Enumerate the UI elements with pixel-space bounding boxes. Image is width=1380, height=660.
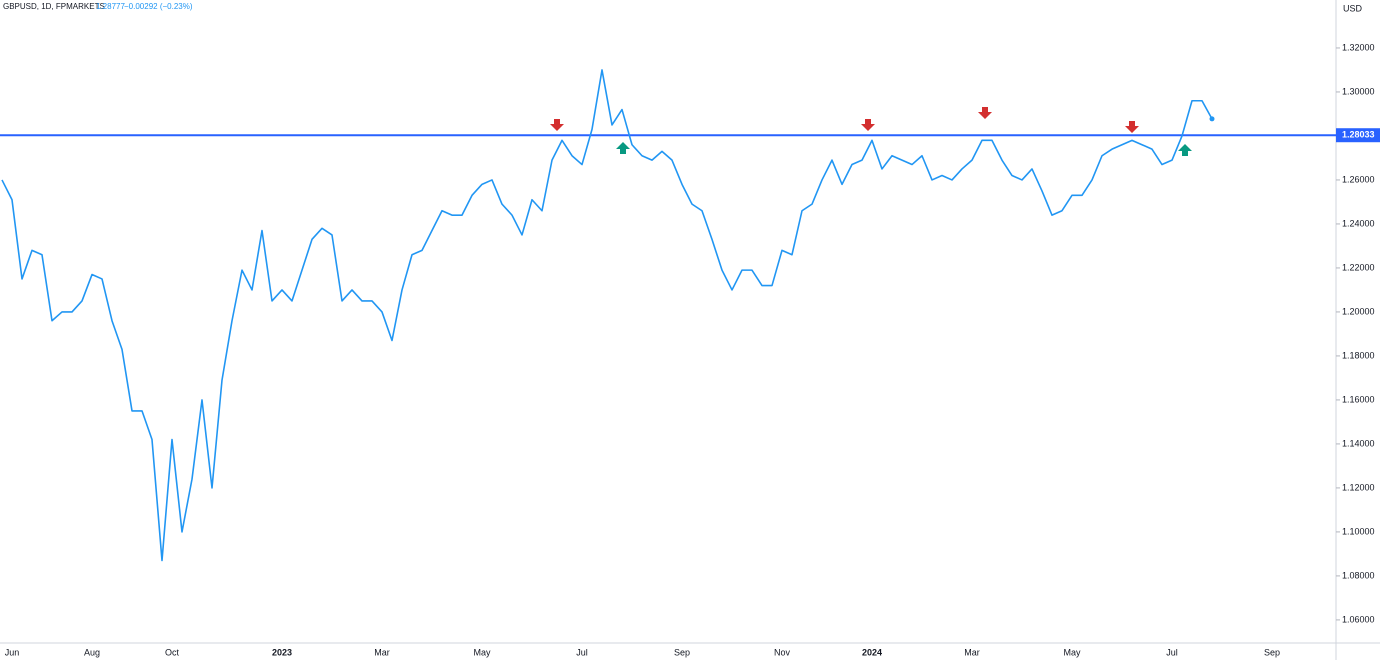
- y-tick-label: 1.14000: [1342, 438, 1375, 448]
- down-arrow: [550, 119, 564, 131]
- y-tick-label: 1.20000: [1342, 306, 1375, 316]
- up-arrow: [616, 142, 630, 154]
- down-arrow: [861, 119, 875, 131]
- last-point: [1209, 116, 1215, 122]
- y-tick-label: 1.08000: [1342, 570, 1375, 580]
- price-line: [1, 69, 1213, 562]
- y-tick-label: 1.24000: [1342, 218, 1375, 228]
- symbol-title: GBPUSD, 1D, FPMARKETS: [3, 2, 105, 11]
- x-tick-label: Nov: [774, 647, 791, 657]
- y-tick-label: 1.18000: [1342, 350, 1375, 360]
- x-tick-label: Mar: [964, 647, 980, 657]
- x-tick-label: Sep: [1264, 647, 1280, 657]
- arrows: [550, 107, 1192, 156]
- y-tick-label: 1.12000: [1342, 482, 1375, 492]
- level-label-box: [1336, 128, 1380, 143]
- x-tick-label: May: [1063, 647, 1081, 657]
- x-tick-label: Sep: [674, 647, 690, 657]
- y-tick-label: 1.06000: [1342, 614, 1375, 624]
- x-tick-label: Jun: [5, 647, 20, 657]
- y-tick-label: 1.16000: [1342, 394, 1375, 404]
- x-tick-label: 2023: [272, 647, 292, 657]
- x-tick-label: 2024: [862, 647, 882, 657]
- y-tick-label: 1.26000: [1342, 174, 1375, 184]
- x-tick-label: Mar: [374, 647, 390, 657]
- y-tick-label: 1.22000: [1342, 262, 1375, 272]
- x-tick-label: Aug: [84, 647, 100, 657]
- x-tick-label: Oct: [165, 647, 180, 657]
- down-arrow: [1125, 121, 1139, 133]
- currency-label: USD: [1343, 3, 1363, 13]
- x-tick-label: Jul: [1166, 647, 1178, 657]
- last-price: 1.28777: [96, 2, 125, 11]
- down-arrow: [978, 107, 992, 119]
- y-tick-label: 1.32000: [1342, 42, 1375, 52]
- x-tick-label: May: [473, 647, 491, 657]
- x-tick-label: Jul: [576, 647, 588, 657]
- price-change: −0.00292 (−0.23%): [124, 2, 193, 11]
- y-tick-label: 1.30000: [1342, 86, 1375, 96]
- y-tick-label: 1.10000: [1342, 526, 1375, 536]
- level-label: 1.28033: [1342, 130, 1375, 140]
- up-arrow: [1178, 144, 1192, 156]
